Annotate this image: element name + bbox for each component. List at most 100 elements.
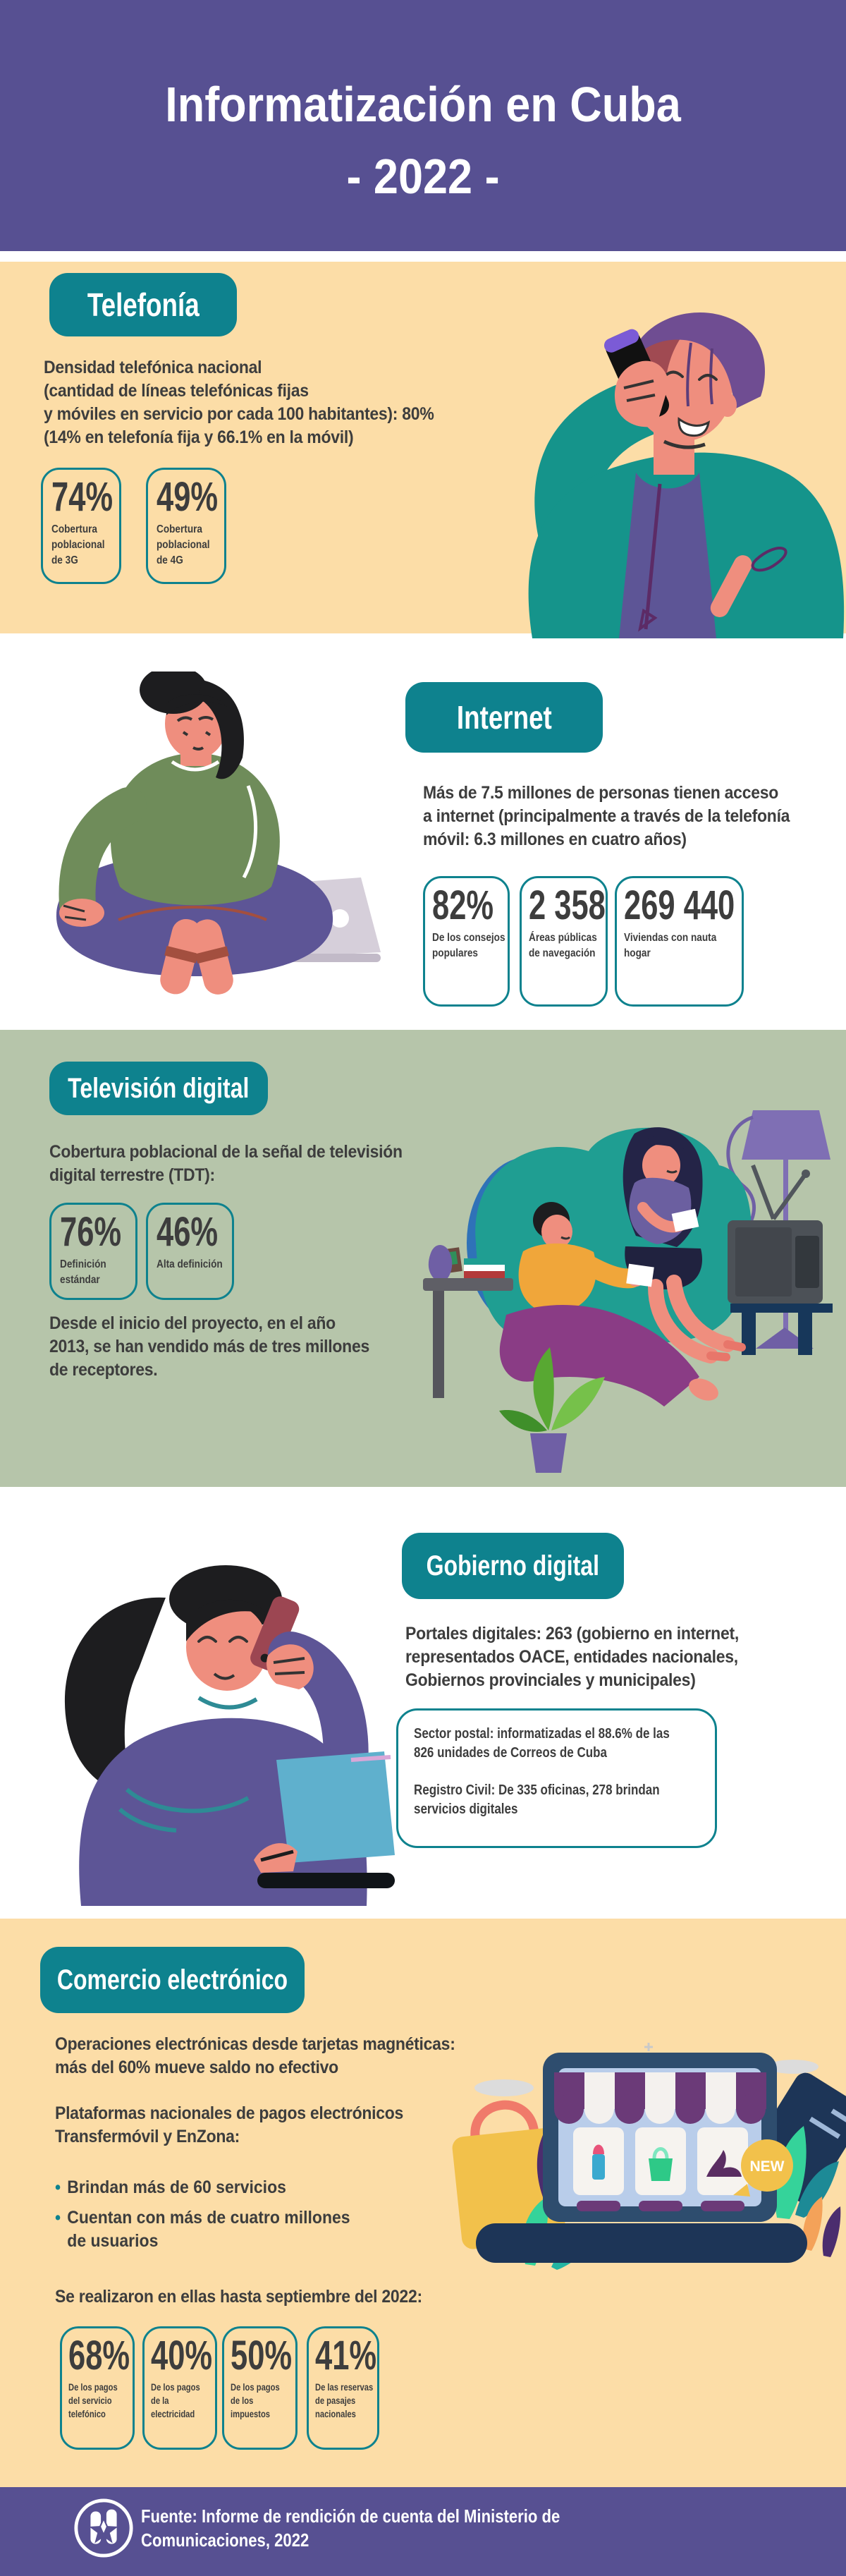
beanie-hat	[629, 312, 766, 409]
text-line: Viviendas con nauta	[624, 932, 717, 944]
teal-leaf	[795, 2161, 839, 2218]
tv-screen	[735, 1227, 792, 1296]
text-line: Brindan más de 60 servicios	[67, 2177, 286, 2197]
stat-4g-coverage: 49% Cobertura poblacional de 4G	[146, 468, 226, 584]
source-attribution: Fuente: Informe de rendición de cuenta d…	[141, 2504, 560, 2552]
comercio-heading-box: Comercio electrónico	[40, 1947, 305, 2013]
woman-face	[642, 1144, 680, 1186]
text-line: populares	[432, 947, 478, 959]
text-line: de los	[231, 2395, 254, 2406]
book	[464, 1271, 505, 1278]
smile	[213, 1672, 235, 1680]
text-line: De los pagos	[151, 2381, 200, 2393]
text-line: Operaciones electrónicas desde tarjetas …	[55, 2034, 455, 2054]
stat-label: De los consejos populares	[432, 930, 505, 961]
stat-label: De las reservas de pasajes nacionales	[315, 2381, 374, 2421]
stat-consejos-populares: 82% De los consejos populares	[423, 876, 510, 1007]
right-foot	[192, 919, 233, 995]
man-pants	[499, 1305, 699, 1407]
text-line: De los pagos	[231, 2381, 280, 2393]
vase	[428, 1245, 453, 1278]
stat-value: 50%	[231, 2333, 293, 2378]
text-line: más del 60% mueve saldo no efectivo	[55, 2058, 338, 2077]
text-line: de usuarios	[67, 2231, 159, 2251]
text-line: de 3G	[51, 554, 78, 566]
text-line: Densidad telefónica nacional	[44, 358, 262, 377]
stat-pagos-telefonico: 68% De los pagos del servicio telefónico	[60, 2326, 135, 2450]
mouth	[192, 746, 204, 751]
eyes	[182, 731, 212, 736]
telefonia-body: Densidad telefónica nacional (cantidad d…	[44, 356, 434, 449]
text-line: De los consejos	[432, 932, 505, 944]
chin-line	[663, 439, 706, 449]
stat-label: Viviendas con nauta hogar	[624, 930, 724, 961]
orange-leaf	[802, 2197, 823, 2251]
text-line: Gobiernos provinciales y municipales)	[405, 1670, 696, 1690]
text-line: estándar	[60, 1274, 100, 1286]
text-line: móvil: 6.3 millones en cuatro años)	[423, 830, 687, 849]
closed-eyes	[197, 1636, 248, 1643]
text-line: Más de 7.5 millones de personas tienen a…	[423, 783, 779, 803]
stat-value: 40%	[151, 2333, 213, 2378]
left-foot	[160, 918, 202, 995]
stat-3g-coverage: 74% Cobertura poblacional de 3G	[41, 468, 121, 584]
stat-label: Alta definición	[157, 1257, 223, 1272]
stat-label: De los pagos de los impuestos	[231, 2381, 283, 2421]
text-line: de 4G	[157, 554, 183, 566]
book	[464, 1265, 505, 1271]
text-line: Cuentan con más de cuatro millones	[67, 2208, 350, 2228]
woman-phone-laptop-illustration	[64, 1565, 395, 1906]
hand	[59, 899, 104, 927]
bullet-usuarios: Cuentan con más de cuatro millones de us…	[55, 2206, 350, 2253]
television-heading: Televisión digital	[68, 1072, 250, 1104]
cloud	[768, 2060, 819, 2074]
brows	[176, 716, 214, 722]
comercio-heading: Comercio electrónico	[56, 1964, 288, 1995]
laptop-logo	[331, 909, 349, 928]
woman-leg	[648, 1279, 718, 1363]
text-line: y móviles en servicio por cada 100 habit…	[44, 404, 434, 424]
acn-logo-icon	[74, 2498, 133, 2558]
hair-bun	[140, 672, 207, 714]
sweater-arm	[59, 787, 147, 923]
gobierno-body: Portales digitales: 263 (gobierno en int…	[405, 1622, 739, 1692]
book	[464, 1258, 505, 1265]
plant-leaf	[533, 1347, 554, 1430]
tv-stand	[730, 1304, 833, 1313]
remote-card	[671, 1208, 699, 1232]
text-line: Áreas públicas	[529, 932, 597, 944]
header-band: Informatización en Cuba - 2022 -	[0, 0, 846, 251]
text-line: poblacional	[51, 539, 105, 551]
stat-label: Áreas públicas de navegación	[529, 930, 597, 961]
internet-heading: Internet	[456, 699, 552, 736]
television-body1: Cobertura poblacional de la señal de tel…	[49, 1141, 403, 1187]
text-line: Cobertura	[157, 523, 202, 535]
face	[186, 1603, 268, 1691]
stat-value: 82%	[432, 882, 494, 928]
stat-value: 46%	[157, 1209, 219, 1255]
text-line: electricidad	[151, 2408, 195, 2419]
man-shirt	[518, 1243, 596, 1315]
text-line: poblacional	[157, 539, 210, 551]
stat-value: 68%	[68, 2333, 130, 2378]
telefonia-heading-box: Telefonía	[49, 273, 237, 336]
plant-leaf	[499, 1410, 547, 1432]
stat-pagos-electricidad: 40% De los pagos de la electricidad	[142, 2326, 217, 2450]
smile	[678, 417, 711, 437]
purple-leaf	[822, 2206, 841, 2257]
text-line: hogar	[624, 947, 651, 959]
internet-heading-box: Internet	[405, 682, 603, 753]
text-line: de la	[151, 2395, 169, 2406]
stat-value: 74%	[51, 474, 114, 520]
stat-areas-navegacion: 2 358 Áreas públicas de navegación	[520, 876, 608, 1007]
shirt	[619, 473, 716, 638]
new-badge	[741, 2139, 793, 2192]
text-line: de receptores.	[49, 1360, 158, 1380]
text-line: De las reservas	[315, 2381, 374, 2393]
stat-definicion-estandar: 76% Definición estándar	[49, 1203, 137, 1300]
finger-lines	[63, 904, 87, 921]
gobierno-info-box: Sector postal: informatizadas el 88.6% d…	[396, 1708, 717, 1848]
comercio-body3: Se realizaron en ellas hasta septiembre …	[55, 2285, 422, 2309]
stat-value: 269 440	[624, 882, 735, 928]
